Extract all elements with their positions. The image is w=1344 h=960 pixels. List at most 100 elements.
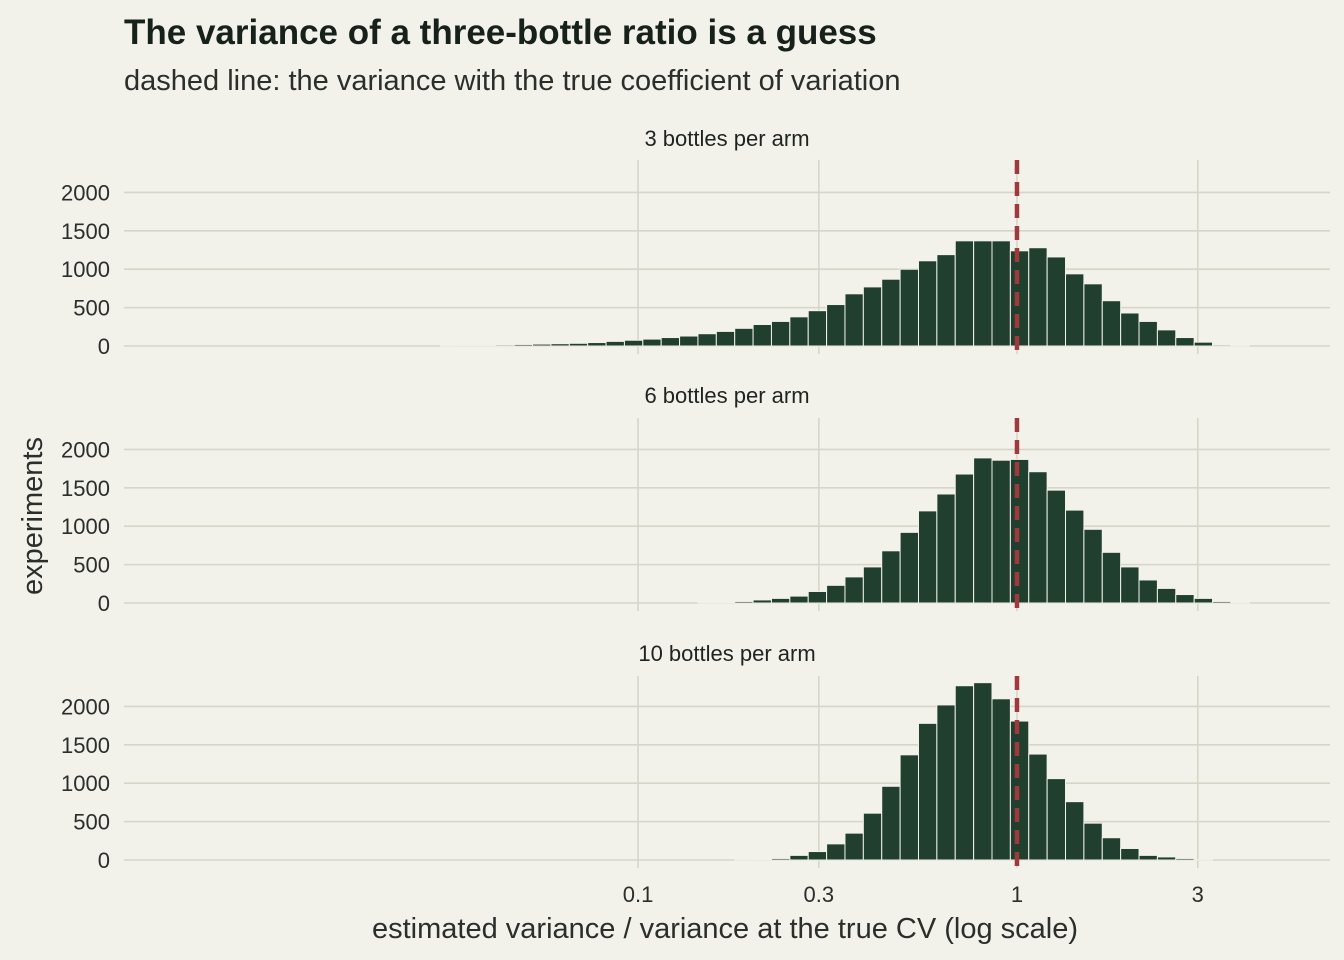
histogram-bar xyxy=(587,342,607,347)
x-tick-label: 1 xyxy=(1011,882,1023,907)
histogram-bar xyxy=(881,785,901,861)
histogram-bar xyxy=(936,254,956,347)
histogram-bar xyxy=(936,704,956,861)
histogram-bar xyxy=(623,339,644,347)
histogram-bar xyxy=(734,600,754,604)
y-tick-label: 0 xyxy=(98,591,110,616)
histogram-bar xyxy=(1175,337,1195,347)
histogram-bar xyxy=(991,698,1011,861)
histogram-bar xyxy=(1101,837,1122,861)
histogram-bar xyxy=(1009,250,1030,347)
histogram-bar xyxy=(550,343,570,347)
histogram-bar xyxy=(1065,273,1085,347)
histogram-bar xyxy=(752,599,772,604)
histogram-bar xyxy=(917,260,938,347)
histogram-bar xyxy=(697,333,717,347)
y-tick-label: 1500 xyxy=(61,219,110,244)
histogram-bar xyxy=(844,293,864,347)
histogram-bar xyxy=(642,338,662,347)
histogram-bar xyxy=(899,754,919,861)
histogram-bar xyxy=(826,843,846,861)
y-tick-label: 1500 xyxy=(61,476,110,501)
y-axis-title: experiments xyxy=(17,437,49,595)
histogram-bar xyxy=(1009,458,1030,604)
histogram-bar xyxy=(1120,566,1140,604)
histogram-bar xyxy=(973,240,993,347)
x-tick-label: 0.3 xyxy=(804,882,835,907)
histogram-bar xyxy=(862,286,883,347)
histogram-bar xyxy=(568,342,589,347)
histogram-bar xyxy=(715,601,736,604)
histogram-bar xyxy=(532,343,552,347)
y-tick-label: 2000 xyxy=(61,694,110,719)
histogram-bar xyxy=(458,344,478,347)
histogram-bar xyxy=(954,473,975,604)
histogram-bar xyxy=(1065,509,1085,604)
histogram-bar xyxy=(1028,753,1048,861)
y-tick-label: 1000 xyxy=(61,514,110,539)
histogram-bar xyxy=(917,510,938,604)
histogram-bar xyxy=(973,682,993,861)
histogram-bar xyxy=(1156,587,1177,604)
facet-label: 6 bottles per arm xyxy=(644,383,809,408)
histogram-bar xyxy=(1046,778,1067,861)
histogram-bar xyxy=(1193,341,1214,347)
histogram-bar xyxy=(1175,857,1195,861)
histogram-bar xyxy=(1193,597,1214,604)
histogram-bar xyxy=(936,493,956,604)
x-axis-title: estimated variance / variance at the tru… xyxy=(372,913,1078,945)
histogram-bar xyxy=(1101,551,1122,604)
histogram-bar xyxy=(1083,822,1103,861)
x-tick-label: 0.1 xyxy=(623,882,654,907)
histogram-bar xyxy=(1212,600,1232,604)
histogram-bar xyxy=(660,337,681,347)
histogram-bar xyxy=(789,316,809,347)
histogram-bar xyxy=(679,335,699,347)
histogram-bar xyxy=(1083,283,1103,347)
histogram-bar xyxy=(734,327,754,347)
facet-panel: 10 bottles per arm 0 500 1000 1500 2000 xyxy=(61,641,1330,873)
facet-panel: 3 bottles per arm 0 500 1000 1500 2000 xyxy=(61,126,1330,359)
histogram-bar xyxy=(862,566,883,604)
y-tick-label: 500 xyxy=(73,296,110,321)
histogram-bar xyxy=(1175,594,1195,604)
chart-subtitle: dashed line: the variance with the true … xyxy=(124,65,901,97)
histogram-bar xyxy=(917,722,938,861)
histogram-bar xyxy=(899,268,919,347)
histogram-bar xyxy=(991,459,1011,604)
histogram-bar xyxy=(844,832,864,861)
facet-label: 10 bottles per arm xyxy=(638,641,815,666)
histogram-bar xyxy=(862,812,883,861)
y-tick-label: 1000 xyxy=(61,257,110,282)
histogram-bar xyxy=(770,320,791,347)
histogram-bar xyxy=(844,576,864,604)
histogram-bar xyxy=(770,597,791,604)
y-tick-label: 2000 xyxy=(61,180,110,205)
chart-title: The variance of a three-bottle ratio is … xyxy=(124,13,877,52)
histogram-bar xyxy=(789,595,809,604)
histogram-bar xyxy=(752,858,772,861)
histogram-bar xyxy=(1120,847,1140,861)
facet-label: 3 bottles per arm xyxy=(644,126,809,151)
histogram-bar xyxy=(807,590,828,604)
histogram-bar xyxy=(1138,320,1158,347)
histogram-bar xyxy=(605,340,625,347)
histogram-bar xyxy=(513,343,534,347)
histogram-bar xyxy=(1212,344,1232,347)
y-tick-label: 1500 xyxy=(61,733,110,758)
y-tick-label: 2000 xyxy=(61,437,110,462)
y-tick-label: 0 xyxy=(98,848,110,873)
facet-panels: 3 bottles per arm 0 500 1000 1500 2000 6 bottl… xyxy=(61,126,1330,907)
histogram-bar xyxy=(1138,579,1158,604)
histogram-bar xyxy=(715,330,736,347)
histogram-bar xyxy=(1120,312,1140,347)
histogram-bar xyxy=(826,304,846,347)
histogram-bar xyxy=(1156,856,1177,861)
histogram-bar xyxy=(495,344,515,347)
histogram-bar xyxy=(476,344,497,347)
histogram-bar xyxy=(1046,256,1067,347)
histogram-bar xyxy=(954,685,975,861)
histogram-bar xyxy=(1009,720,1030,861)
histogram-bar xyxy=(807,851,828,861)
